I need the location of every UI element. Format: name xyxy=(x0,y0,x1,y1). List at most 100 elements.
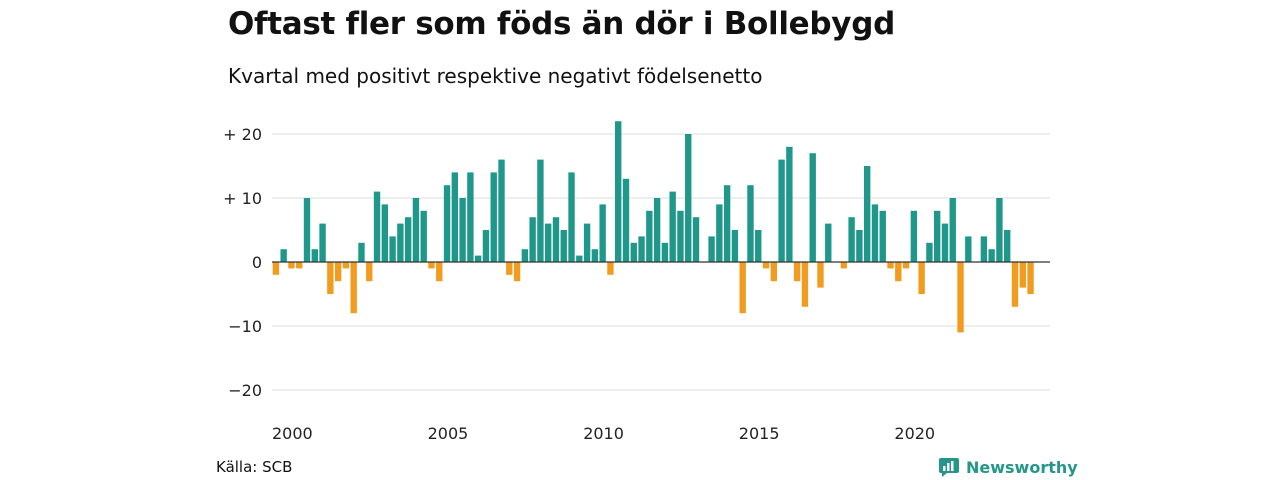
bar-2024-k1 xyxy=(1019,262,1026,288)
y-tick-label: 0 xyxy=(252,253,262,272)
bar-2023-k1 xyxy=(988,249,995,262)
bar-2021-k1 xyxy=(926,242,933,262)
x-tick-label: 2010 xyxy=(583,424,624,443)
bar-2015-k2 xyxy=(747,185,754,262)
bar-2020-k2 xyxy=(902,262,910,269)
bar-2003-k3 xyxy=(381,204,388,262)
bar-2005-k4 xyxy=(451,172,459,262)
bar-2019-k4 xyxy=(887,262,894,269)
bar-2000-k4 xyxy=(296,262,303,269)
chart-title: Oftast fler som föds än dör i Bollebygd xyxy=(228,6,895,42)
bar-2007-k1 xyxy=(490,172,497,262)
bar-2007-k4 xyxy=(513,262,521,282)
bar-2000-k1 xyxy=(272,262,280,275)
bar-2018-k2 xyxy=(840,262,848,269)
bar-2004-k1 xyxy=(397,223,404,262)
x-tick-label: 2005 xyxy=(428,424,469,443)
bar-2016-k4 xyxy=(793,262,801,282)
bar-2023-k4 xyxy=(1011,262,1019,307)
bar-2009-k2 xyxy=(560,230,567,262)
source-note: Källa: SCB xyxy=(216,458,293,476)
bar-2004-k4 xyxy=(420,210,427,262)
bar-2011-k2 xyxy=(622,178,630,262)
bar-2010-k3 xyxy=(599,204,606,262)
bar-2006-k2 xyxy=(467,172,474,262)
bar-2014-k3 xyxy=(723,185,731,262)
bar-2013-k1 xyxy=(677,210,684,262)
bar-2007-k3 xyxy=(506,262,513,275)
x-tick-label: 2015 xyxy=(739,424,780,443)
bar-2001-k1 xyxy=(303,198,311,262)
bar-2016-k1 xyxy=(770,262,777,282)
bar-2006-k4 xyxy=(482,230,490,262)
bar-2012-k1 xyxy=(646,210,653,262)
bar-2017-k4 xyxy=(825,223,832,262)
bar-2002-k4 xyxy=(358,242,365,262)
bar-2012-k2 xyxy=(653,198,661,262)
x-axis-ticks: 2000 2005 2010 2015 2020 xyxy=(272,424,935,443)
bar-2000-k3 xyxy=(288,262,295,269)
bar-2021-k3 xyxy=(941,223,949,262)
bar-2015-k3 xyxy=(755,230,762,262)
bar-2001-k4 xyxy=(327,262,334,294)
bar-2003-k4 xyxy=(389,236,396,262)
bar-2005-k3 xyxy=(443,185,451,262)
bar-2009-k1 xyxy=(552,217,560,262)
bar-2003-k2 xyxy=(373,191,381,262)
bar-2020-k1 xyxy=(895,262,902,282)
y-tick-label: + 10 xyxy=(223,189,262,208)
bar-2020-k4 xyxy=(918,262,925,294)
bar-2007-k2 xyxy=(498,159,505,262)
bar-2014-k1 xyxy=(708,236,715,262)
bar-2006-k1 xyxy=(459,198,466,262)
bar-2011-k3 xyxy=(630,242,637,262)
bar-2011-k4 xyxy=(638,236,645,262)
bar-2014-k4 xyxy=(731,230,739,262)
bar-2013-k3 xyxy=(692,217,700,262)
bar-2011-k1 xyxy=(615,121,622,262)
bar-2000-k2 xyxy=(280,249,287,262)
bar-2019-k2 xyxy=(871,204,879,262)
bar-2014-k2 xyxy=(716,204,723,262)
y-tick-label: −20 xyxy=(228,381,262,400)
bar-2005-k2 xyxy=(436,262,443,282)
bar-2008-k4 xyxy=(545,223,552,262)
bar-2016-k3 xyxy=(786,146,793,262)
bar-2022-k4 xyxy=(980,236,988,262)
bar-2018-k4 xyxy=(856,230,863,262)
brand-logo: Newsworthy xyxy=(938,456,1078,478)
x-tick-label: 2000 xyxy=(272,424,313,443)
bar-2009-k3 xyxy=(568,172,575,262)
bar-2021-k2 xyxy=(934,210,941,262)
bar-2002-k1 xyxy=(334,262,342,282)
bar-2004-k2 xyxy=(404,217,412,262)
bar-2008-k1 xyxy=(521,249,529,262)
bar-2018-k3 xyxy=(848,217,855,262)
y-tick-label: + 20 xyxy=(223,125,262,144)
bar-2006-k3 xyxy=(474,255,482,262)
bar-2017-k2 xyxy=(809,153,816,262)
bar-2001-k2 xyxy=(311,249,318,262)
bar-2015-k1 xyxy=(739,262,746,314)
bar-2019-k3 xyxy=(879,210,886,262)
bar-2017-k1 xyxy=(801,262,809,307)
bar-2012-k4 xyxy=(669,191,676,262)
chart-subtitle: Kvartal med positivt respektive negativt… xyxy=(228,64,763,88)
bar-2016-k2 xyxy=(778,159,785,262)
bar-2022-k1 xyxy=(957,262,964,333)
bar-2008-k2 xyxy=(529,217,536,262)
newsworthy-logo-icon xyxy=(939,458,959,477)
x-tick-label: 2020 xyxy=(894,424,935,443)
bar-2020-k3 xyxy=(910,210,918,262)
bar-2013-k2 xyxy=(685,134,692,262)
bar-2002-k3 xyxy=(350,262,357,314)
bar-2010-k1 xyxy=(583,223,591,262)
y-axis-ticks: + 20 + 10 0 −10 −20 xyxy=(223,125,262,400)
bar-2008-k3 xyxy=(537,159,544,262)
bar-2004-k3 xyxy=(412,198,420,262)
bar-2012-k3 xyxy=(661,242,669,262)
bar-2010-k4 xyxy=(607,262,614,275)
bars xyxy=(272,121,1034,333)
bar-2022-k2 xyxy=(965,236,972,262)
brand-name: Newsworthy xyxy=(966,457,1078,477)
